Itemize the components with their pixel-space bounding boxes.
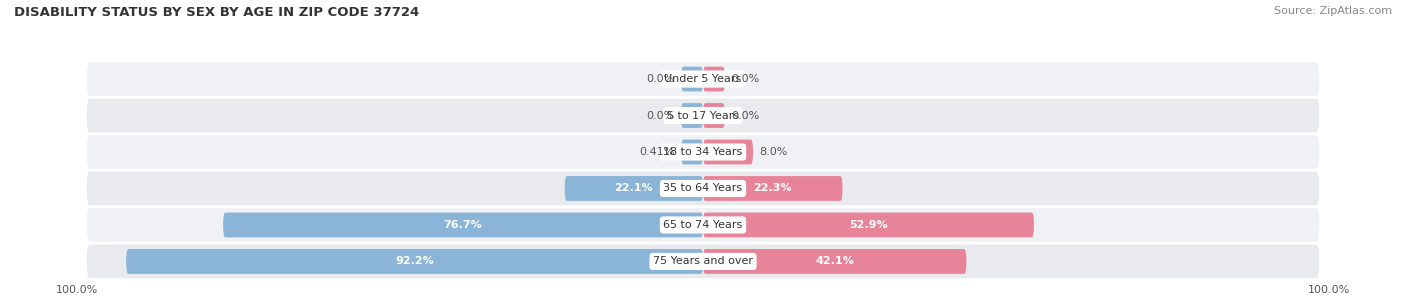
FancyBboxPatch shape <box>703 140 754 164</box>
Text: 0.0%: 0.0% <box>731 74 759 84</box>
FancyBboxPatch shape <box>87 99 1319 132</box>
FancyBboxPatch shape <box>703 67 725 92</box>
Text: 35 to 64 Years: 35 to 64 Years <box>664 184 742 193</box>
Text: 8.0%: 8.0% <box>759 147 787 157</box>
FancyBboxPatch shape <box>681 140 703 164</box>
Text: 92.2%: 92.2% <box>395 257 434 266</box>
FancyBboxPatch shape <box>681 67 703 92</box>
Text: 42.1%: 42.1% <box>815 257 853 266</box>
Text: 52.9%: 52.9% <box>849 220 887 230</box>
Text: 76.7%: 76.7% <box>444 220 482 230</box>
Text: Source: ZipAtlas.com: Source: ZipAtlas.com <box>1274 6 1392 16</box>
Text: 0.0%: 0.0% <box>647 111 675 120</box>
Text: 18 to 34 Years: 18 to 34 Years <box>664 147 742 157</box>
FancyBboxPatch shape <box>87 62 1319 96</box>
Text: 22.1%: 22.1% <box>614 184 654 193</box>
FancyBboxPatch shape <box>87 135 1319 169</box>
FancyBboxPatch shape <box>87 172 1319 205</box>
Text: 0.0%: 0.0% <box>647 74 675 84</box>
FancyBboxPatch shape <box>681 103 703 128</box>
FancyBboxPatch shape <box>703 103 725 128</box>
FancyBboxPatch shape <box>703 212 1033 237</box>
Text: 0.41%: 0.41% <box>640 147 675 157</box>
Text: 65 to 74 Years: 65 to 74 Years <box>664 220 742 230</box>
FancyBboxPatch shape <box>703 176 842 201</box>
FancyBboxPatch shape <box>703 249 966 274</box>
FancyBboxPatch shape <box>87 245 1319 278</box>
FancyBboxPatch shape <box>127 249 703 274</box>
FancyBboxPatch shape <box>565 176 703 201</box>
Text: 5 to 17 Years: 5 to 17 Years <box>666 111 740 120</box>
Text: DISABILITY STATUS BY SEX BY AGE IN ZIP CODE 37724: DISABILITY STATUS BY SEX BY AGE IN ZIP C… <box>14 6 419 19</box>
FancyBboxPatch shape <box>224 212 703 237</box>
FancyBboxPatch shape <box>87 208 1319 242</box>
Text: 22.3%: 22.3% <box>754 184 792 193</box>
Text: 0.0%: 0.0% <box>731 111 759 120</box>
Text: 75 Years and over: 75 Years and over <box>652 257 754 266</box>
Text: Under 5 Years: Under 5 Years <box>665 74 741 84</box>
